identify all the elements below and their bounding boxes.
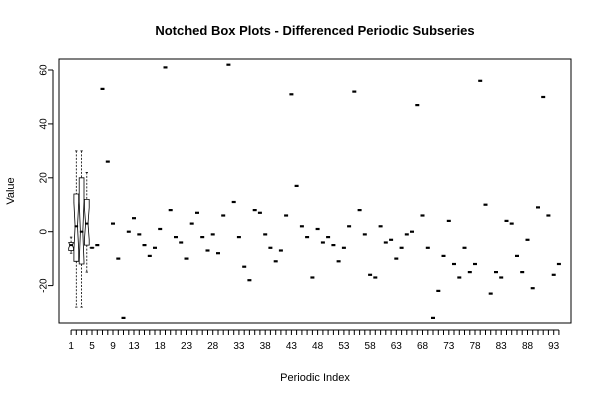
box-4 xyxy=(84,171,90,273)
x-tick-label: 43 xyxy=(286,341,298,352)
x-tick-label: 48 xyxy=(312,341,324,352)
x-tick-label: 23 xyxy=(181,341,193,352)
box-body xyxy=(84,198,90,246)
x-tick-label: 13 xyxy=(128,341,140,352)
x-axis-label: Periodic Index xyxy=(280,372,350,384)
box-2 xyxy=(73,150,80,308)
x-tick-label: 33 xyxy=(233,341,245,352)
x-tick-label: 28 xyxy=(207,341,219,352)
x-tick-label: 18 xyxy=(155,341,167,352)
x-axis: 1 5 9 13 18 23 28 33 38 43 48 53 58 63 68 73 78 83 88 93 xyxy=(68,329,560,352)
y-axis-label: Value xyxy=(5,177,17,204)
box-group xyxy=(68,150,95,308)
y-tick-label: -20 xyxy=(39,278,50,293)
y-tick-label: 40 xyxy=(39,118,50,130)
x-tick-label: 9 xyxy=(110,341,116,352)
plot-area-frame xyxy=(58,58,572,324)
y-axis: -20 0 20 40 60 xyxy=(39,64,54,293)
x-tick-label: 5 xyxy=(89,341,95,352)
x-tick-label: 93 xyxy=(548,341,560,352)
point-group xyxy=(95,63,561,319)
box-3 xyxy=(78,150,85,308)
x-tick-label: 38 xyxy=(260,341,272,352)
y-tick-label: 20 xyxy=(39,172,50,184)
x-tick-label: 58 xyxy=(365,341,377,352)
y-tick-label: 60 xyxy=(39,64,50,76)
y-tick-label: 0 xyxy=(39,228,50,234)
x-tick-label: 68 xyxy=(417,341,429,352)
box-body xyxy=(73,193,80,262)
x-tick-label: 1 xyxy=(68,341,74,352)
x-tick-label: 78 xyxy=(469,341,481,352)
chart-title: Notched Box Plots - Differenced Periodic… xyxy=(155,23,474,38)
x-tick-label: 73 xyxy=(443,341,455,352)
x-tick-label: 63 xyxy=(391,341,403,352)
x-tick-label: 83 xyxy=(496,341,508,352)
x-tick-label: 53 xyxy=(338,341,350,352)
box-body xyxy=(78,177,85,265)
x-tick-label: 88 xyxy=(522,341,534,352)
